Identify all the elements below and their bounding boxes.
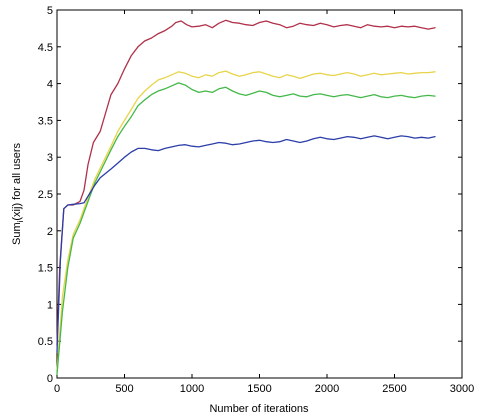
y-tick-label: 3 (47, 152, 53, 164)
y-tick-label: 1.5 (38, 263, 53, 275)
y-axis-label-rest: (xij) for all users (11, 142, 23, 220)
y-tick-label: 2 (47, 226, 53, 238)
series-lines (56, 19, 436, 375)
plot-border (56, 9, 463, 379)
y-tick-label: 4 (47, 79, 53, 91)
plot-frame (56, 9, 463, 379)
series-line-1 (56, 19, 436, 346)
y-tick-label: 1 (47, 299, 53, 311)
x-axis-label: Number of iterations (209, 403, 309, 415)
y-tick-label: 0 (47, 373, 53, 385)
y-tick-label: 3.5 (38, 115, 53, 127)
x-tick-label: 1000 (180, 383, 204, 395)
y-axis-label-main: Sum (11, 222, 23, 245)
series-line-3 (56, 82, 436, 375)
y-axis-label: Sumi(xij) for all users (11, 142, 25, 245)
y-tick-label: 2.5 (38, 189, 53, 201)
x-tick-label: 2500 (382, 383, 406, 395)
x-tick-label: 3000 (450, 383, 474, 395)
series-line-2 (56, 70, 436, 372)
x-tick-label: 0 (54, 383, 60, 395)
y-tick-label: 4.5 (38, 42, 53, 54)
x-tick-label: 2000 (315, 383, 339, 395)
x-axis-ticks: 0 500 1000 1500 2000 2500 3000 (54, 10, 474, 395)
y-tick-label: 5 (47, 5, 53, 17)
y-axis-label-subscript: i (16, 220, 25, 222)
y-axis-ticks: 0 0.5 1 1.5 2 2.5 3 3.5 4 4.5 5 (38, 5, 462, 385)
x-tick-label: 1500 (247, 383, 271, 395)
y-tick-label: 0.5 (38, 336, 53, 348)
x-tick-label: 500 (115, 383, 133, 395)
series-line-4 (56, 135, 436, 353)
